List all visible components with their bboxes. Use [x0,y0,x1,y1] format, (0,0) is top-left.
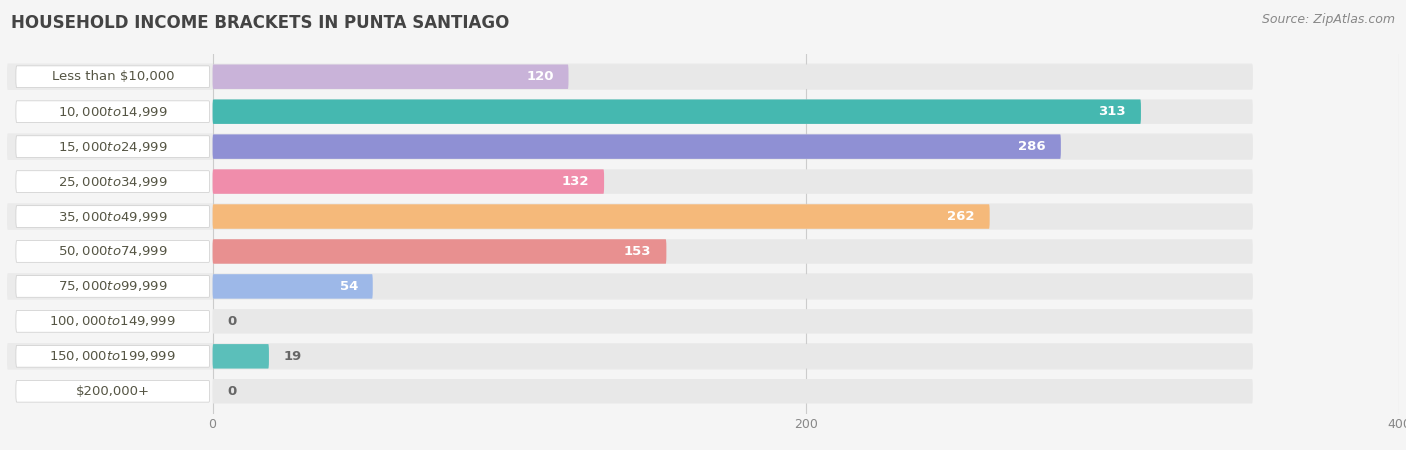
FancyBboxPatch shape [7,273,1253,300]
FancyBboxPatch shape [212,274,1253,299]
Text: $200,000+: $200,000+ [76,385,150,398]
FancyBboxPatch shape [212,64,1253,89]
FancyBboxPatch shape [212,64,568,89]
Text: 19: 19 [284,350,302,363]
Text: $150,000 to $199,999: $150,000 to $199,999 [49,349,176,363]
Text: $100,000 to $149,999: $100,000 to $149,999 [49,315,176,328]
Text: HOUSEHOLD INCOME BRACKETS IN PUNTA SANTIAGO: HOUSEHOLD INCOME BRACKETS IN PUNTA SANTI… [11,14,509,32]
Text: 313: 313 [1098,105,1126,118]
Text: $15,000 to $24,999: $15,000 to $24,999 [58,140,167,153]
Text: 132: 132 [562,175,589,188]
FancyBboxPatch shape [15,171,209,193]
FancyBboxPatch shape [212,344,269,369]
FancyBboxPatch shape [212,379,1253,404]
FancyBboxPatch shape [7,63,1253,90]
FancyBboxPatch shape [7,99,1253,125]
FancyBboxPatch shape [15,380,209,402]
FancyBboxPatch shape [212,309,1253,333]
Text: $10,000 to $14,999: $10,000 to $14,999 [58,105,167,119]
FancyBboxPatch shape [212,169,605,194]
Text: 286: 286 [1018,140,1046,153]
FancyBboxPatch shape [15,101,209,122]
FancyBboxPatch shape [212,344,1253,369]
Text: $75,000 to $99,999: $75,000 to $99,999 [58,279,167,293]
FancyBboxPatch shape [212,169,1253,194]
Text: 262: 262 [948,210,974,223]
Text: 153: 153 [624,245,651,258]
Text: 0: 0 [228,315,236,328]
FancyBboxPatch shape [7,378,1253,405]
FancyBboxPatch shape [15,275,209,297]
Text: 0: 0 [228,385,236,398]
Text: $50,000 to $74,999: $50,000 to $74,999 [58,244,167,258]
FancyBboxPatch shape [212,204,1253,229]
FancyBboxPatch shape [15,310,209,332]
Text: 54: 54 [339,280,359,293]
Text: $25,000 to $34,999: $25,000 to $34,999 [58,175,167,189]
Text: Source: ZipAtlas.com: Source: ZipAtlas.com [1261,14,1395,27]
FancyBboxPatch shape [212,135,1253,159]
FancyBboxPatch shape [7,203,1253,230]
FancyBboxPatch shape [212,239,666,264]
FancyBboxPatch shape [212,99,1253,124]
FancyBboxPatch shape [15,346,209,367]
FancyBboxPatch shape [7,308,1253,335]
Text: 120: 120 [526,70,554,83]
FancyBboxPatch shape [7,238,1253,265]
FancyBboxPatch shape [15,241,209,262]
Text: Less than $10,000: Less than $10,000 [52,70,174,83]
FancyBboxPatch shape [15,66,209,88]
FancyBboxPatch shape [212,239,1253,264]
FancyBboxPatch shape [7,133,1253,160]
FancyBboxPatch shape [15,206,209,227]
FancyBboxPatch shape [212,99,1140,124]
FancyBboxPatch shape [7,168,1253,195]
FancyBboxPatch shape [7,343,1253,369]
FancyBboxPatch shape [212,135,1062,159]
Text: $35,000 to $49,999: $35,000 to $49,999 [58,210,167,224]
FancyBboxPatch shape [212,204,990,229]
FancyBboxPatch shape [15,136,209,158]
FancyBboxPatch shape [212,274,373,299]
